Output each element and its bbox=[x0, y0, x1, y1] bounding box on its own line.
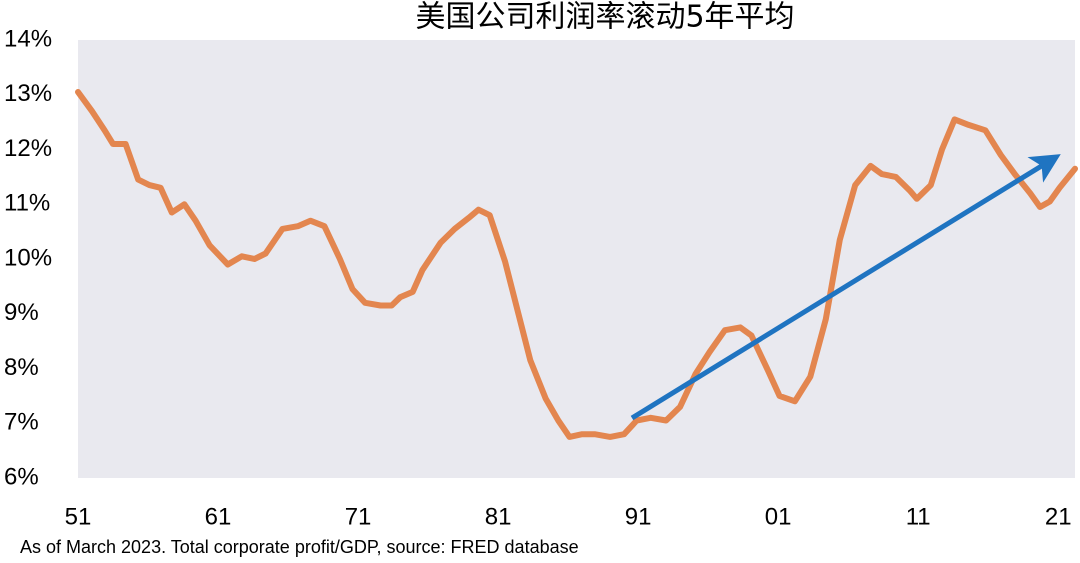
y-tick-label: 13% bbox=[4, 80, 52, 107]
y-tick-label: 9% bbox=[4, 299, 39, 326]
y-tick-label: 8% bbox=[4, 354, 39, 381]
plot-area bbox=[78, 40, 1075, 478]
y-tick-label: 7% bbox=[4, 409, 39, 436]
x-tick-label: 91 bbox=[625, 503, 652, 530]
chart-title: 美国公司利润率滚动5年平均 bbox=[415, 0, 794, 35]
x-tick-label: 81 bbox=[485, 503, 512, 530]
y-tick-label: 12% bbox=[4, 135, 52, 162]
x-tick-label: 11 bbox=[906, 503, 931, 530]
x-tick-label: 61 bbox=[205, 503, 232, 530]
line-series bbox=[75, 89, 1078, 440]
y-tick-label: 6% bbox=[4, 463, 39, 490]
x-tick-label: 51 bbox=[65, 503, 92, 530]
trend-arrow bbox=[630, 154, 1061, 421]
y-tick-label: 10% bbox=[4, 244, 52, 271]
x-tick-label: 21 bbox=[1045, 503, 1072, 530]
x-tick-label: 01 bbox=[765, 503, 792, 530]
y-tick-label: 11% bbox=[4, 190, 50, 217]
y-tick-label: 14% bbox=[4, 25, 52, 52]
x-tick-label: 71 bbox=[345, 503, 372, 530]
footnote: As of March 2023. Total corporate profit… bbox=[20, 537, 579, 557]
